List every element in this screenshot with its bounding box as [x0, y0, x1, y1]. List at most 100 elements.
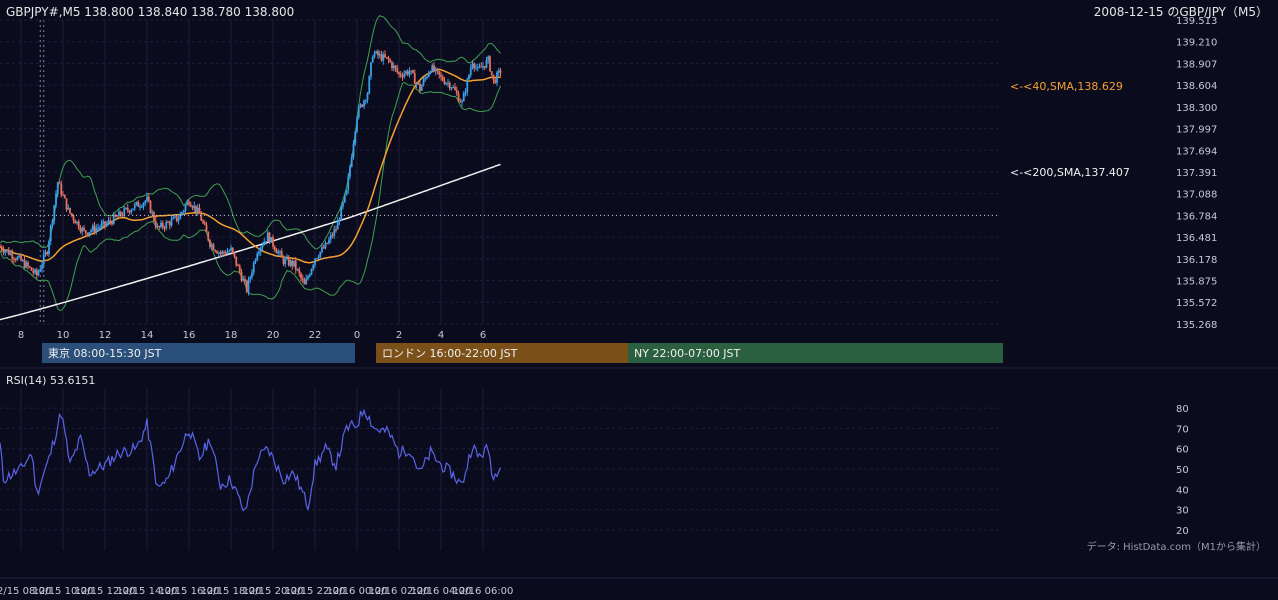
- candle-body: [324, 242, 327, 249]
- candle-body: [305, 278, 308, 285]
- candle-body: [154, 220, 157, 227]
- candle-body: [167, 222, 169, 224]
- candle-body: [151, 212, 154, 214]
- candle-body: [142, 203, 145, 207]
- candle-body: [86, 232, 89, 235]
- candle-body: [293, 260, 295, 266]
- candle-body: [433, 65, 435, 72]
- price-tick-label: 136.481: [1176, 233, 1217, 244]
- candle-body: [238, 265, 241, 273]
- candle-body: [469, 68, 472, 75]
- candle-body: [212, 244, 215, 251]
- hour-tick-label: 14: [141, 330, 154, 341]
- candle-body: [18, 255, 21, 257]
- datetime-tick-label: 12/15 22:00: [285, 586, 346, 597]
- candle-body: [251, 272, 253, 278]
- sma40-annotation: <-<40,SMA,138.629: [1010, 80, 1123, 93]
- candle-body: [214, 250, 217, 252]
- candle-body: [279, 251, 281, 253]
- candle-body: [158, 226, 161, 228]
- candle-body: [342, 202, 344, 207]
- candle-body: [440, 74, 442, 77]
- candle-body: [434, 68, 437, 72]
- rsi-tick-label: 80: [1176, 404, 1189, 415]
- candle-body: [356, 117, 358, 132]
- candle-body: [51, 220, 54, 226]
- candle-body: [100, 223, 103, 228]
- price-tick-label: 137.088: [1176, 190, 1217, 201]
- candle-body: [210, 244, 213, 247]
- candle-body: [259, 247, 262, 252]
- candle-body: [97, 227, 99, 229]
- candle-body: [16, 256, 19, 260]
- candle-body: [329, 235, 332, 240]
- candle-body: [49, 225, 52, 242]
- candle-body: [182, 210, 185, 213]
- candle-body: [237, 265, 239, 267]
- candle-body: [452, 87, 455, 89]
- candle-body: [370, 62, 372, 77]
- session-bar: [628, 343, 1003, 363]
- rsi-label: RSI(14) 53.6151: [6, 374, 95, 387]
- candle-body: [319, 251, 322, 258]
- candle-body: [132, 208, 134, 211]
- candle-body: [377, 51, 379, 56]
- candle-body: [294, 260, 297, 270]
- hour-tick-label: 8: [18, 330, 24, 341]
- candle-body: [77, 221, 80, 229]
- candle-body: [289, 260, 292, 266]
- candle-body: [466, 79, 469, 93]
- candle-body: [352, 143, 355, 157]
- datetime-tick-label: 12/15 18:00: [201, 586, 262, 597]
- candle-body: [105, 223, 108, 226]
- candle-body: [107, 220, 110, 224]
- candle-body: [121, 215, 124, 217]
- hour-tick-label: 0: [354, 330, 360, 341]
- candle-body: [473, 63, 476, 69]
- candle-body: [0, 246, 1, 248]
- candle-body: [56, 182, 59, 194]
- candle-body: [301, 278, 304, 281]
- candle-body: [74, 220, 77, 224]
- candle-body: [457, 93, 460, 102]
- candle-body: [322, 247, 325, 249]
- candle-body: [247, 279, 250, 292]
- candle-body: [44, 252, 47, 255]
- price-tick-label: 137.997: [1176, 125, 1217, 136]
- candle-body: [179, 213, 182, 220]
- price-tick-label: 138.300: [1176, 103, 1217, 114]
- candle-body: [471, 63, 474, 69]
- candle-body: [431, 65, 434, 72]
- candle-body: [454, 87, 456, 91]
- session-label: 東京 08:00-15:30 JST: [48, 346, 162, 360]
- sma200-path: [0, 163, 501, 321]
- candle-body: [175, 216, 178, 221]
- candle-body: [126, 207, 129, 211]
- candle-body: [286, 258, 288, 260]
- candle-body: [265, 241, 267, 243]
- candle-body: [277, 251, 280, 254]
- candle-body: [296, 269, 299, 271]
- candle-body: [244, 279, 246, 282]
- candle-body: [147, 196, 150, 201]
- candle-body: [221, 251, 224, 255]
- candle-body: [380, 54, 383, 61]
- sma200-line: [0, 163, 501, 321]
- candle-body: [492, 74, 495, 81]
- candle-body: [228, 250, 231, 252]
- datetime-tick-label: 12/16 02:00: [369, 586, 430, 597]
- candle-body: [114, 214, 117, 217]
- candle-body: [193, 205, 196, 209]
- candle-body: [345, 190, 348, 196]
- sma200-annotation: <-<200,SMA,137.407: [1010, 166, 1130, 179]
- candle-body: [363, 100, 365, 107]
- candle-body: [447, 82, 449, 84]
- candle-body: [7, 249, 10, 255]
- candle-body: [191, 206, 194, 209]
- candle-body: [410, 70, 413, 72]
- candle-body: [258, 251, 260, 254]
- candle-body: [90, 230, 92, 233]
- rsi-tick-label: 50: [1176, 465, 1189, 476]
- candle-body: [406, 71, 409, 75]
- candle-body: [315, 258, 318, 260]
